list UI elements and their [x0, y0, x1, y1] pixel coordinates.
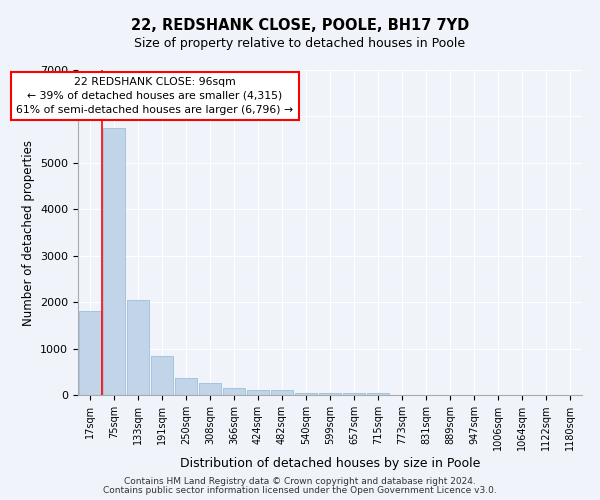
Bar [271, 390, 293, 395]
Bar [103, 128, 125, 395]
Bar [127, 300, 149, 395]
Text: Contains HM Land Registry data © Crown copyright and database right 2024.: Contains HM Land Registry data © Crown c… [124, 477, 476, 486]
Text: 22, REDSHANK CLOSE, POOLE, BH17 7YD: 22, REDSHANK CLOSE, POOLE, BH17 7YD [131, 18, 469, 32]
Bar [223, 388, 245, 395]
Bar [343, 392, 365, 395]
Bar [295, 392, 317, 395]
Text: Contains public sector information licensed under the Open Government Licence v3: Contains public sector information licen… [103, 486, 497, 495]
Bar [79, 312, 101, 395]
Bar [247, 390, 269, 395]
Text: Size of property relative to detached houses in Poole: Size of property relative to detached ho… [134, 38, 466, 51]
Bar [175, 378, 197, 395]
Text: 22 REDSHANK CLOSE: 96sqm
← 39% of detached houses are smaller (4,315)
61% of sem: 22 REDSHANK CLOSE: 96sqm ← 39% of detach… [16, 77, 293, 115]
Y-axis label: Number of detached properties: Number of detached properties [22, 140, 35, 326]
Bar [319, 392, 341, 395]
Bar [199, 384, 221, 395]
Bar [151, 356, 173, 395]
X-axis label: Distribution of detached houses by size in Poole: Distribution of detached houses by size … [180, 457, 480, 470]
Bar [367, 392, 389, 395]
